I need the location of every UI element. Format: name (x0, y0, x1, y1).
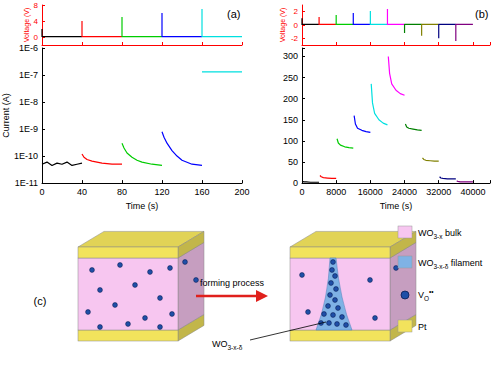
svg-text:100: 100 (283, 136, 298, 146)
svg-text:32000: 32000 (426, 187, 451, 197)
svg-text:8: 8 (34, 1, 39, 10)
svg-text:0: 0 (293, 178, 298, 188)
svg-text:2: 2 (294, 7, 299, 16)
svg-text:16000: 16000 (358, 187, 383, 197)
svg-text:1E-8: 1E-8 (19, 97, 38, 107)
svg-text:40: 40 (77, 187, 87, 197)
svg-text:0: 0 (299, 187, 304, 197)
svg-text:1E-9: 1E-9 (19, 124, 38, 134)
svg-text:50: 50 (288, 157, 298, 167)
svg-text:WO3-x-δ: WO3-x-δ (212, 339, 243, 351)
svg-text:WO3-x-δ filament: WO3-x-δ filament (418, 258, 483, 270)
svg-text:forming process: forming process (200, 278, 265, 288)
svg-text:200: 200 (234, 187, 249, 197)
svg-text:40000: 40000 (460, 187, 485, 197)
svg-text:-2: -2 (291, 34, 299, 43)
svg-text:1E-6: 1E-6 (19, 43, 38, 53)
svg-text:Time (s): Time (s) (380, 201, 413, 211)
svg-text:0: 0 (34, 33, 39, 42)
svg-text:Voltage (V): Voltage (V) (23, 8, 31, 43)
svg-text:Current (A): Current (A) (1, 93, 11, 138)
svg-text:WO3-x bulk: WO3-x bulk (418, 228, 462, 240)
svg-text:0: 0 (294, 21, 299, 30)
svg-text:1E-7: 1E-7 (19, 70, 38, 80)
svg-text:(c): (c) (34, 295, 47, 307)
svg-text:24000: 24000 (392, 187, 417, 197)
svg-text:8000: 8000 (326, 187, 346, 197)
svg-text:300: 300 (283, 51, 298, 61)
svg-text:Time (s): Time (s) (126, 201, 159, 211)
svg-text:Voltage (V): Voltage (V) (279, 8, 287, 43)
svg-text:1E-10: 1E-10 (14, 151, 38, 161)
svg-text:150: 150 (283, 115, 298, 125)
svg-text:(a): (a) (227, 8, 240, 20)
svg-text:120: 120 (154, 187, 169, 197)
svg-text:200: 200 (283, 94, 298, 104)
svg-text:4: 4 (34, 17, 39, 26)
svg-text:1E-11: 1E-11 (15, 178, 38, 188)
svg-text:VO••: VO•• (418, 288, 434, 302)
svg-text:(b): (b) (475, 8, 488, 20)
svg-text:160: 160 (194, 187, 209, 197)
svg-text:Pt: Pt (418, 322, 427, 332)
svg-text:250: 250 (283, 73, 298, 83)
svg-text:0: 0 (39, 187, 44, 197)
svg-text:80: 80 (117, 187, 127, 197)
